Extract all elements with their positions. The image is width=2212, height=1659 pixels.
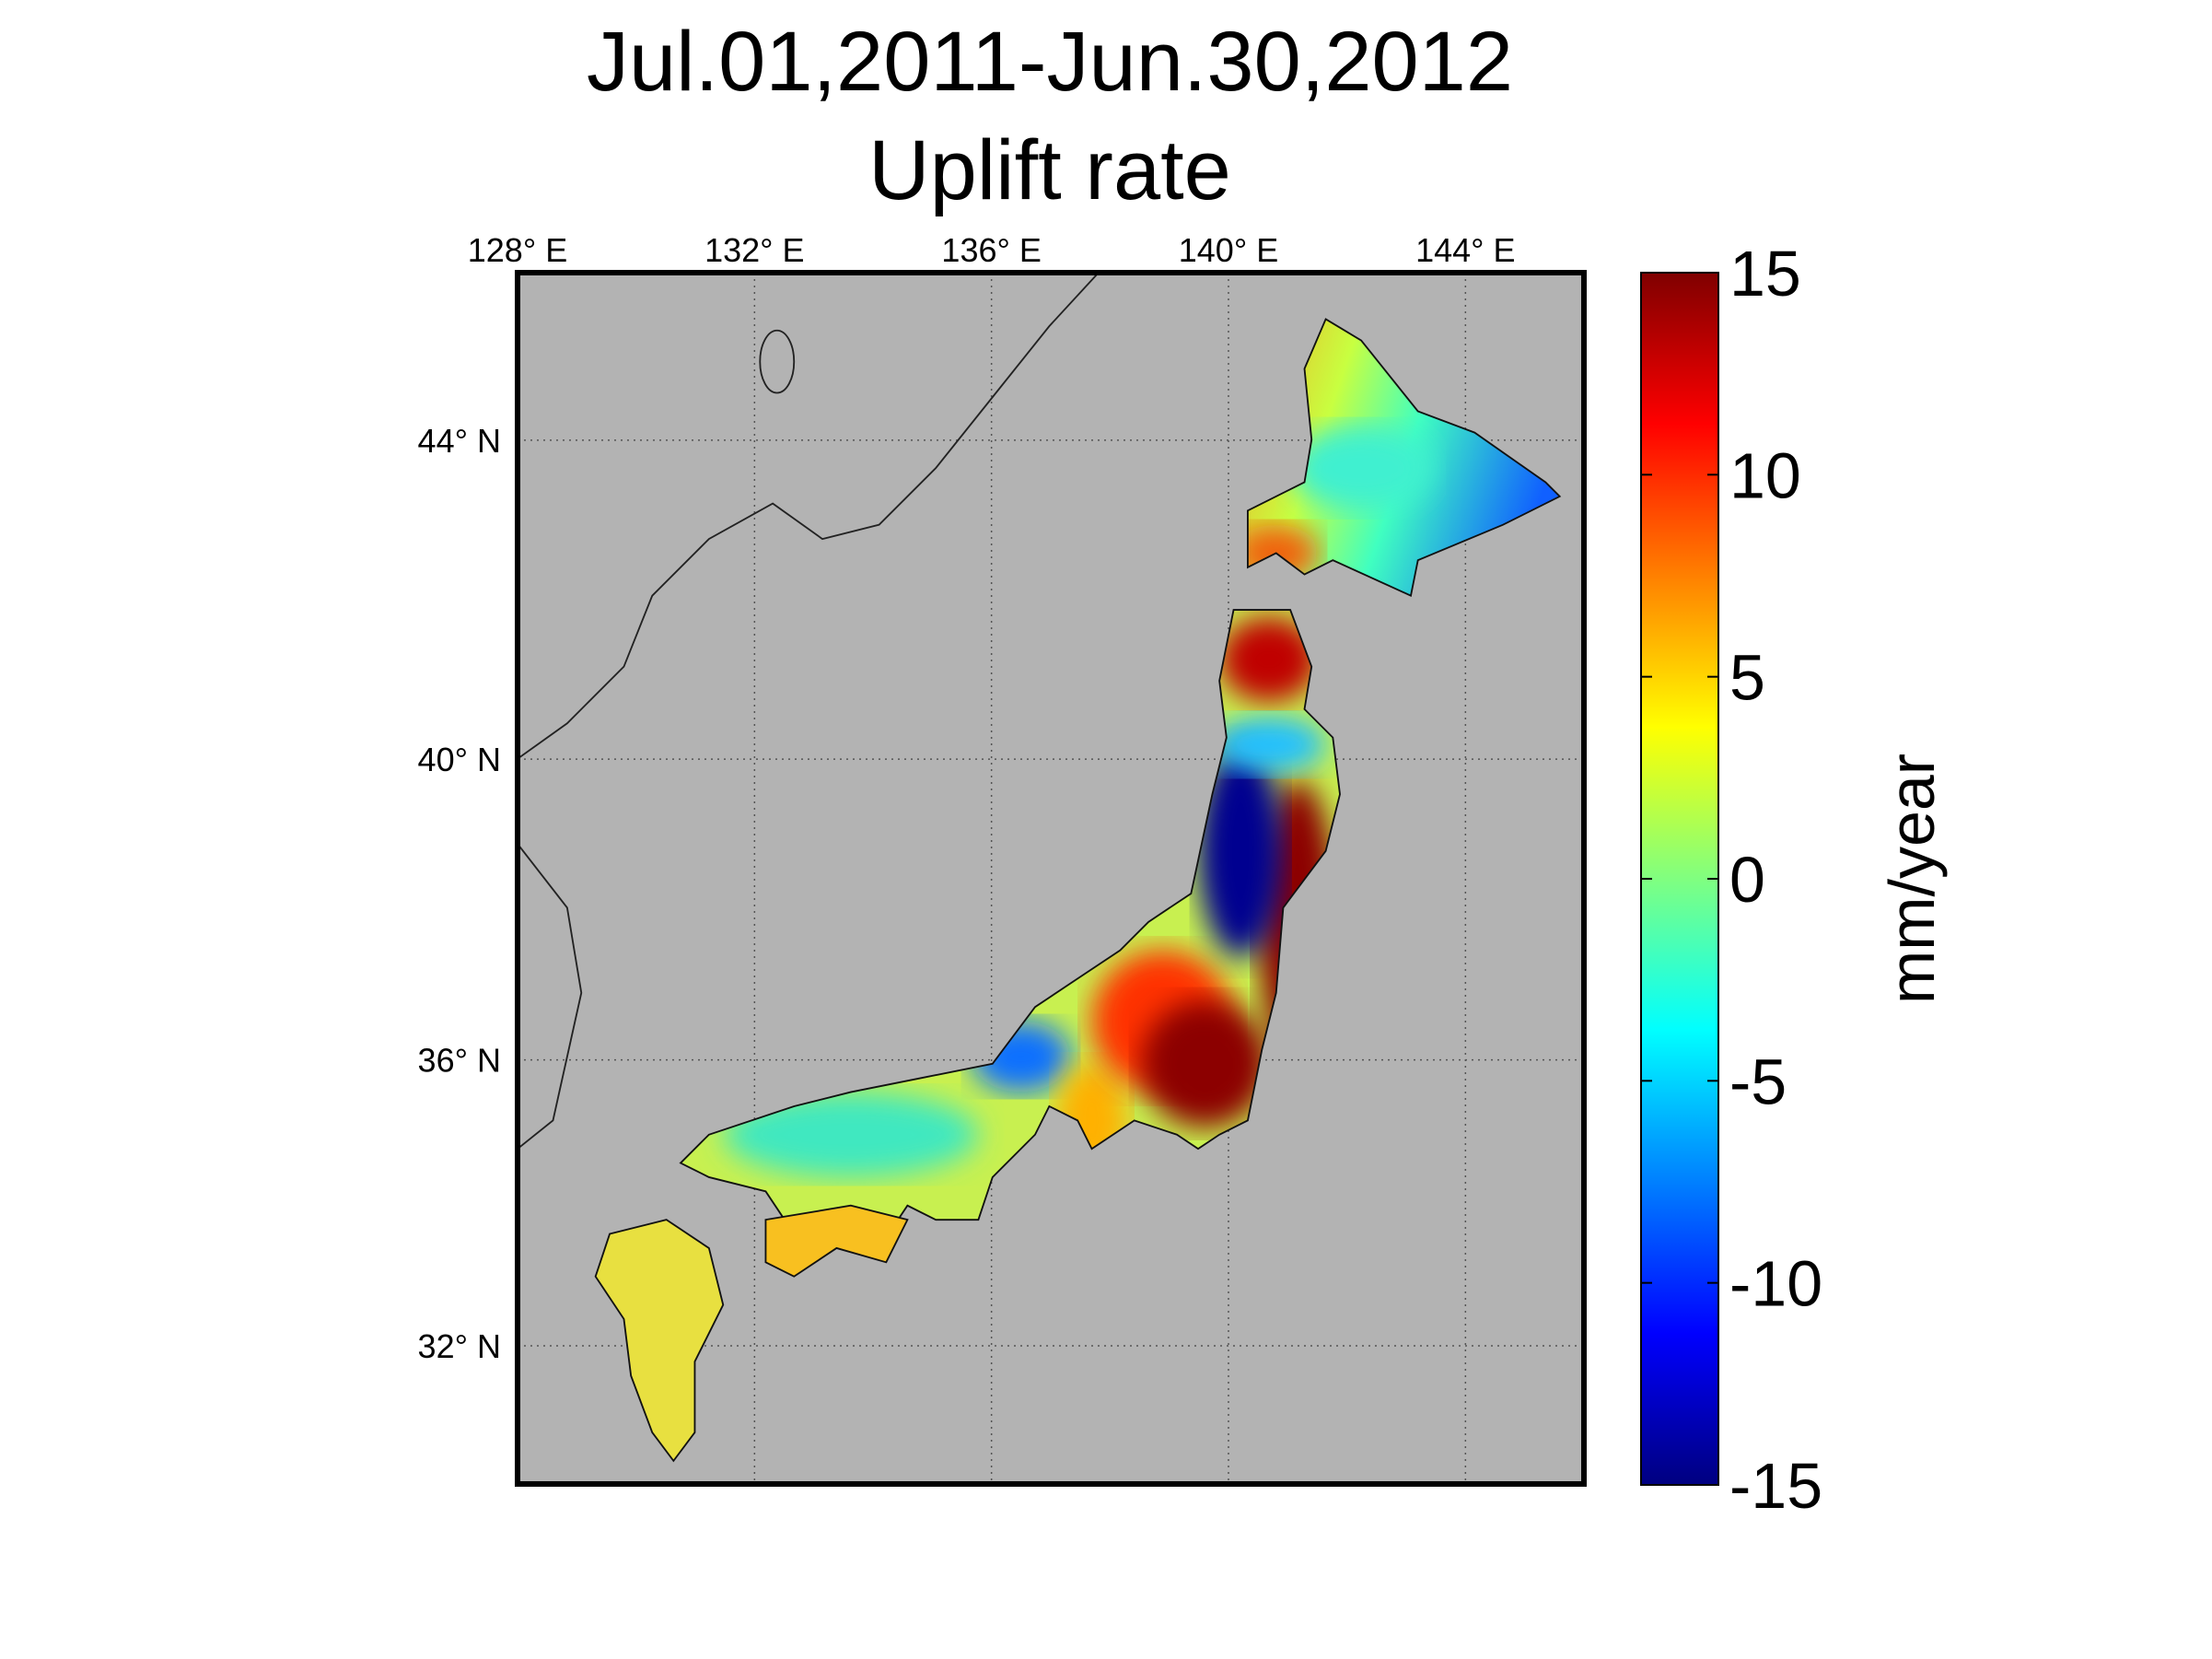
x-tick-label: 144° E: [1415, 231, 1515, 269]
coastline: [518, 843, 583, 1150]
coastline: [518, 273, 1100, 760]
colorbar-tick-label: 10: [1729, 439, 1801, 511]
colorbar-tick-label: -10: [1729, 1248, 1822, 1320]
colorbar-bar: [1640, 272, 1719, 1486]
x-tick-label: 128° E: [468, 231, 567, 269]
colorbar-tick-label: 15: [1729, 238, 1801, 310]
x-tick-label: 136° E: [941, 231, 1041, 269]
colorbar-tick-label: 0: [1729, 844, 1765, 916]
y-tick-label: 36° N: [418, 1042, 501, 1080]
colorbar: [1640, 272, 1719, 1486]
map-frame: [515, 270, 1587, 1487]
y-tick-label: 40° N: [418, 741, 501, 778]
coastline: [1247, 318, 1562, 597]
x-tick-label: 132° E: [704, 231, 804, 269]
x-tick-label: 140° E: [1179, 231, 1278, 269]
y-tick-label: 44° N: [418, 422, 501, 460]
title-line: Uplift rate: [868, 123, 1231, 217]
colorbar-tick-label: -5: [1729, 1046, 1787, 1117]
kyushu: [594, 1219, 725, 1463]
title-line: Jul.01,2011-Jun.30,2012: [587, 15, 1513, 109]
colorbar-tick-label: 5: [1729, 642, 1765, 714]
coastline: [759, 329, 796, 394]
shikoku: [764, 1204, 909, 1278]
coastline: [679, 609, 1341, 1250]
colorbar-label: mm/year: [1876, 754, 1948, 1004]
colorbar-tick-label: -15: [1729, 1450, 1822, 1522]
y-tick-label: 32° N: [418, 1327, 501, 1365]
